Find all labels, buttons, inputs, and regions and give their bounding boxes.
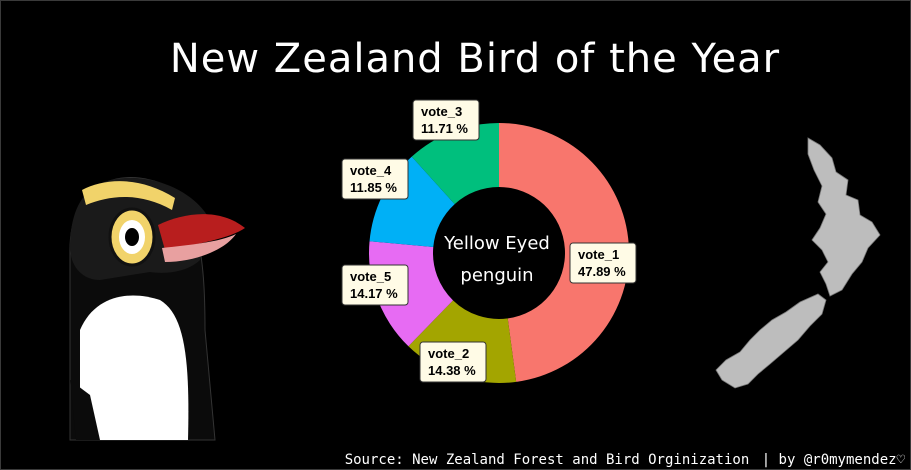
new-zealand-map	[715, 137, 881, 389]
slice-label-name: vote_2	[428, 346, 469, 361]
slice-label-value: 11.85 %	[350, 180, 397, 195]
south-island	[715, 293, 827, 389]
author-credit: | by @r0mymendez♡	[761, 452, 905, 468]
slice-label-box	[341, 158, 409, 200]
center-label-line-2: penguin	[460, 265, 533, 286]
slice-label-name: vote_1	[578, 247, 619, 262]
slice-label-name: vote_3	[421, 104, 462, 119]
slice-label-vote_4: vote_4 11.85 %	[341, 158, 409, 200]
slice-label-vote_3: vote_3 11.71 %	[412, 99, 480, 141]
donut-slice-vote_4	[369, 156, 455, 248]
slice-label-box	[569, 242, 637, 284]
north-island	[807, 137, 881, 297]
donut-slice-vote_1	[499, 123, 630, 382]
slice-label-name: vote_4	[350, 163, 392, 178]
slice-label-value: 14.38 %	[428, 363, 476, 378]
slice-label-box	[341, 264, 409, 306]
slice-label-value: 11.71 %	[421, 121, 468, 136]
penguin-flipper	[70, 380, 100, 440]
penguin-eye-pupil	[125, 228, 139, 246]
slice-label-value: 14.17 %	[350, 286, 398, 301]
slice-label-box	[412, 99, 480, 141]
slice-label-box	[419, 341, 487, 383]
caption: Source: New Zealand Forest and Bird Orgi…	[341, 452, 905, 468]
source-note: Source: New Zealand Forest and Bird Orgi…	[344, 452, 750, 468]
slice-label-name: vote_5	[350, 269, 391, 284]
slice-label-value: 47.89 %	[578, 264, 626, 279]
penguin-beak-upper	[158, 214, 245, 250]
slice-label-vote_5: vote_5 14.17 %	[341, 264, 409, 306]
center-label-line-1: Yellow Eyed	[443, 233, 550, 254]
penguin-illustration	[69, 177, 245, 441]
chart-title: New Zealand Bird of the Year	[169, 36, 781, 82]
donut-slice-vote_3	[411, 123, 499, 205]
penguin-beak-lower	[162, 234, 236, 262]
penguin-belly	[80, 295, 189, 440]
slice-label-vote_1: vote_1 47.89 %	[569, 242, 637, 284]
slice-labels: vote_147.89 %vote_214.38 %vote_514.17 %v…	[341, 99, 637, 383]
slice-label-vote_2: vote_2 14.38 %	[419, 341, 487, 383]
penguin-crown-stripe	[82, 181, 175, 210]
